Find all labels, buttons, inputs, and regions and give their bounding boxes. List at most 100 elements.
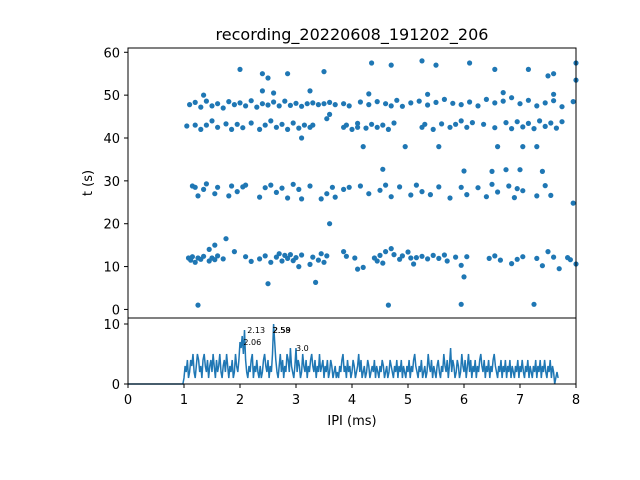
raster-point	[229, 183, 235, 189]
raster-point	[461, 168, 467, 174]
raster-point	[425, 91, 431, 97]
raster-point	[467, 60, 473, 66]
raster-point	[231, 102, 237, 108]
raster-point	[192, 184, 198, 190]
raster-point	[475, 103, 481, 109]
raster-point	[226, 193, 232, 199]
raster-point	[531, 301, 537, 307]
raster-point	[307, 261, 313, 267]
raster-point	[223, 121, 229, 127]
histogram-y-tick-label: 10	[103, 318, 120, 333]
raster-point	[265, 102, 271, 108]
raster-point	[411, 261, 417, 267]
raster-point	[556, 266, 562, 272]
raster-point	[433, 62, 439, 68]
raster-point	[254, 104, 260, 110]
raster-point	[464, 254, 470, 260]
raster-point	[296, 186, 302, 192]
raster-point	[307, 183, 313, 189]
raster-point	[422, 121, 428, 127]
raster-point	[553, 125, 560, 131]
raster-point	[259, 101, 265, 107]
raster-point	[346, 184, 352, 190]
raster-y-ticks: 0 10 20 30 40 50 60	[103, 46, 128, 318]
raster-point	[458, 102, 464, 108]
raster-point	[310, 100, 316, 106]
raster-point	[341, 186, 347, 192]
raster-point	[433, 99, 439, 105]
raster-point	[441, 96, 447, 102]
histogram-x-axis-label: IPI (ms)	[327, 414, 376, 429]
raster-point	[419, 58, 425, 64]
raster-point	[377, 252, 383, 258]
raster-point	[427, 192, 433, 198]
raster-point	[559, 104, 565, 110]
raster-point	[458, 301, 464, 307]
raster-point	[248, 120, 254, 126]
raster-point	[489, 168, 495, 174]
raster-point	[231, 249, 237, 255]
raster-point	[441, 252, 447, 258]
raster-point	[497, 257, 503, 263]
raster-point	[248, 98, 254, 104]
raster-point	[413, 255, 419, 261]
raster-point	[192, 99, 198, 105]
peak-annotation: 2.59	[273, 326, 291, 335]
raster-point	[223, 236, 229, 242]
raster-point	[285, 71, 291, 77]
raster-point	[520, 188, 526, 194]
raster-point	[363, 125, 369, 131]
raster-point	[352, 255, 358, 261]
raster-point	[405, 249, 411, 255]
raster-point	[307, 124, 313, 130]
raster-point	[299, 252, 305, 258]
raster-point	[394, 97, 400, 103]
raster-point	[534, 144, 540, 150]
raster-point	[290, 181, 296, 187]
raster-point	[257, 256, 263, 262]
raster-y-tick-label: 0	[112, 303, 120, 318]
raster-point	[349, 126, 355, 132]
raster-point	[257, 194, 263, 200]
raster-point	[215, 253, 221, 259]
raster-point	[343, 122, 349, 128]
raster-point	[542, 100, 548, 106]
raster-point	[520, 124, 526, 130]
raster-point	[402, 144, 408, 150]
raster-point	[357, 99, 363, 105]
raster-point	[464, 124, 470, 130]
raster-point	[517, 101, 523, 107]
raster-point	[355, 120, 361, 126]
raster-point	[514, 186, 520, 192]
raster-point	[299, 103, 305, 109]
raster-point	[380, 122, 386, 128]
raster-point	[276, 251, 282, 257]
raster-point	[520, 254, 526, 260]
raster-point	[332, 194, 338, 200]
raster-point	[416, 98, 422, 104]
histogram-y-ticks: 0 10	[103, 318, 128, 393]
raster-point	[377, 187, 383, 193]
raster-point	[265, 281, 271, 287]
histogram-x-ticks: 0 1 2 3 4 5 6 7 8	[124, 384, 580, 408]
histogram-annotations: 2.13 2.06 2.582.59 3.0	[243, 326, 308, 353]
raster-point	[517, 167, 523, 173]
raster-point	[458, 262, 464, 268]
raster-point	[509, 126, 515, 132]
raster-point	[201, 186, 207, 192]
raster-y-tick-label: 10	[103, 261, 120, 276]
raster-point	[453, 254, 459, 260]
raster-points	[184, 58, 579, 308]
histogram-x-tick-label: 4	[348, 393, 356, 408]
raster-point	[436, 144, 442, 150]
raster-point	[357, 183, 363, 189]
raster-point	[539, 263, 546, 269]
raster-point	[419, 253, 425, 259]
raster-point	[483, 96, 489, 102]
raster-point	[481, 121, 487, 127]
raster-point	[279, 185, 285, 191]
raster-point	[551, 71, 557, 77]
raster-point	[425, 102, 431, 108]
histogram-x-tick-label: 2	[236, 393, 244, 408]
raster-point	[548, 120, 554, 126]
